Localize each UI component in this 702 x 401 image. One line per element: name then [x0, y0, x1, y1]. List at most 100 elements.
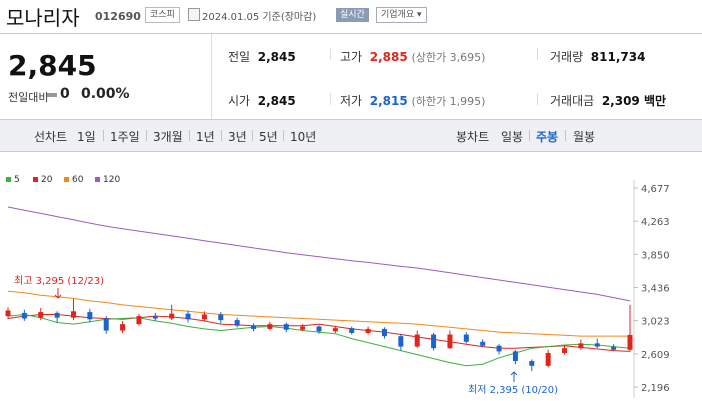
candle-body [251, 325, 257, 329]
prev-label: 전일 [228, 50, 251, 64]
period-3m[interactable]: 3개월 [153, 130, 183, 144]
ma60-label: 60 [72, 175, 84, 185]
divider [529, 130, 530, 141]
change-label: 전일대비 [8, 91, 49, 104]
candle-body [414, 334, 420, 347]
candle-body [300, 326, 306, 330]
ma120-swatch [95, 177, 100, 182]
volume-label: 거래량 [550, 50, 584, 64]
price-chart[interactable]: 4,677 4,263 3,850 3,436 3,023 2,609 2,196 최고 3… [0, 150, 702, 401]
divider [537, 93, 538, 105]
period-1w[interactable]: 1주일 [110, 130, 140, 144]
candle-body [152, 316, 158, 319]
volume: 거래량 811,734 [550, 48, 645, 65]
candle-body [283, 324, 289, 330]
candle-body [562, 348, 568, 353]
candle-body [185, 313, 191, 320]
candle-body [496, 345, 502, 352]
candle-body [578, 343, 584, 349]
y-tick-label: 3,850 [641, 250, 670, 261]
candle-body [87, 312, 93, 320]
y-tick-label: 3,436 [641, 284, 670, 295]
high-label: 고가 [340, 50, 363, 64]
volume-value: 811,734 [590, 50, 646, 64]
candle-body [447, 334, 453, 349]
market-badge: 코스피 [145, 7, 180, 23]
realtime-button[interactable]: 실시간 [336, 8, 369, 22]
low-arrow-icon [510, 371, 518, 382]
candle-monthly[interactable]: 월봉 [573, 130, 596, 144]
divider [189, 130, 190, 141]
y-tick-label: 2,196 [641, 383, 670, 394]
low-label: 저가 [340, 94, 363, 108]
divider [330, 48, 331, 60]
candle-body [381, 328, 387, 337]
period-10y[interactable]: 10년 [290, 130, 317, 144]
stock-code: 012690 [95, 10, 141, 23]
candle-body [38, 312, 44, 318]
candle-body [463, 334, 469, 342]
period-1y[interactable]: 1년 [196, 130, 215, 144]
candle-body [529, 361, 535, 366]
summary-divider [211, 34, 212, 119]
candle-body [120, 324, 126, 331]
candle-body [21, 312, 27, 319]
lower-limit: (하한가 1,995) [411, 95, 486, 108]
candle-body [627, 334, 633, 350]
high-price: 고가 2,885 (상한가 3,695) [340, 48, 485, 65]
candle-body [611, 346, 617, 350]
candle-body [218, 314, 224, 321]
period-3y[interactable]: 3년 [228, 130, 247, 144]
divider [252, 130, 253, 141]
change-percent: 0.00% [81, 86, 130, 102]
candle-body [512, 351, 518, 362]
legend-ma120: 120 [95, 175, 120, 185]
ma120-label: 120 [103, 175, 121, 185]
trade-amount: 거래대금 2,309 백만 [550, 92, 666, 109]
header-divider [0, 33, 702, 34]
ma5-label: 5 [14, 175, 20, 185]
open-value: 2,845 [257, 94, 296, 108]
stock-name: 모나리자 [6, 6, 80, 30]
candle-body [136, 316, 142, 325]
candle-body [349, 328, 355, 333]
ma60-swatch [64, 177, 69, 182]
low-price: 저가 2,815 (하한가 1,995) [340, 92, 485, 109]
legend-ma60: 60 [64, 175, 83, 185]
candle-body [365, 328, 371, 333]
high-arrow-icon [54, 288, 62, 299]
candle-body [316, 326, 322, 332]
stock-header: 모나리자 012690 코스피 2024.01.05 기준(장마감) 실시간 기… [0, 0, 702, 33]
no-change-icon [47, 93, 57, 97]
candle-body [234, 320, 240, 326]
candle-body [480, 341, 486, 346]
period-1d[interactable]: 1일 [77, 130, 96, 144]
high-annotation: 최고 3,295 (12/23) [14, 275, 104, 287]
ma120-line [7, 206, 631, 302]
ma5-line [7, 313, 631, 367]
ma20-label: 20 [41, 175, 53, 185]
candle-body [267, 324, 273, 329]
candle-body [169, 313, 175, 319]
candle-body [545, 352, 551, 366]
ma60-line [7, 290, 630, 337]
high-value: 2,885 [369, 50, 408, 64]
divider [330, 93, 331, 105]
candle-body [70, 311, 76, 318]
candle-body [332, 328, 338, 332]
candle-daily[interactable]: 일봉 [501, 130, 524, 144]
upper-limit: (상한가 3,695) [411, 51, 486, 64]
current-price: 2,845 [8, 49, 97, 82]
amount-value: 2,309 백만 [601, 94, 667, 108]
divider [283, 130, 284, 141]
base-date: 2024.01.05 기준(장마감) [202, 12, 317, 23]
candle-body [5, 310, 11, 317]
candle-body [201, 314, 207, 320]
period-5y[interactable]: 5년 [259, 130, 278, 144]
divider [103, 130, 104, 141]
candle-weekly[interactable]: 주봉 [536, 130, 559, 144]
ma20-swatch [33, 177, 38, 182]
divider [565, 130, 566, 141]
corp-info-dropdown[interactable]: 기업개요 ▾ [376, 7, 427, 23]
y-tick-label: 4,263 [641, 217, 670, 228]
